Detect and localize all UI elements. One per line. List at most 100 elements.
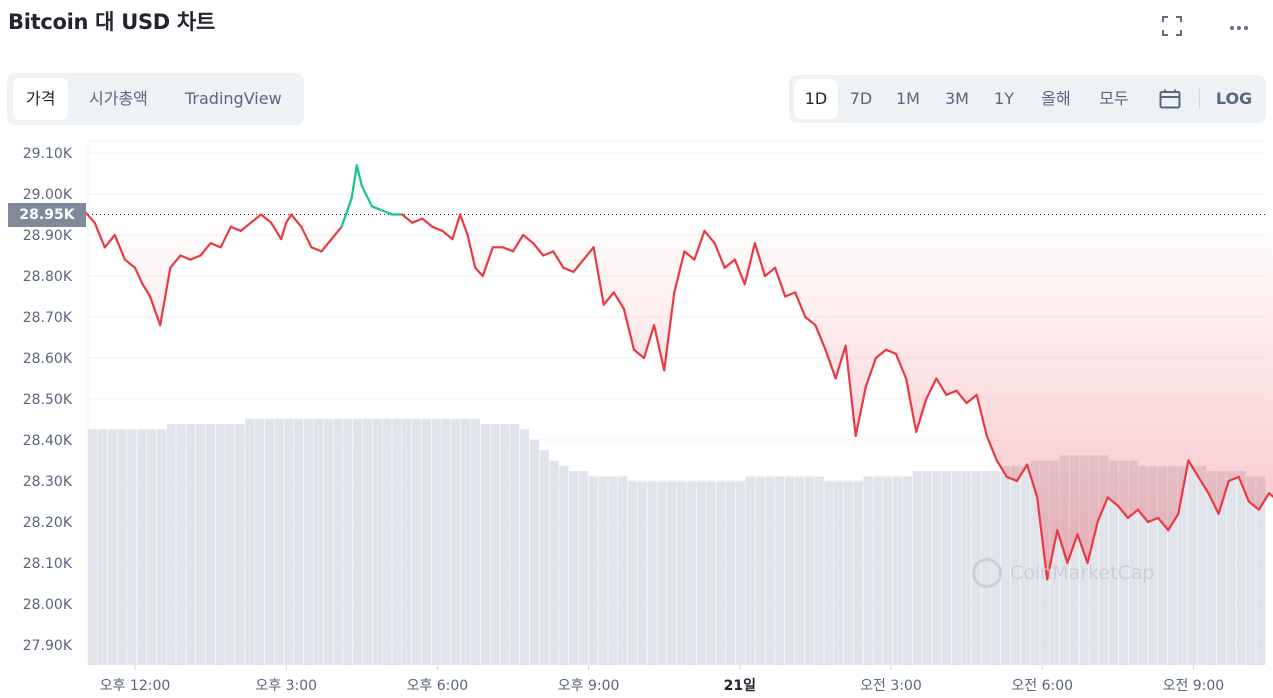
- volume-bar: [323, 418, 333, 665]
- price-segment: [673, 250, 686, 294]
- price-segment: [401, 213, 414, 224]
- x-tick-label: 오후 9:00: [558, 678, 620, 694]
- price-segment: [854, 385, 867, 437]
- volume-bar: [431, 418, 441, 665]
- price-segment: [380, 209, 394, 216]
- price-segment: [642, 324, 656, 360]
- price-segment: [169, 254, 182, 269]
- view-tabs: 가격 시가총액 TradingView: [7, 73, 304, 125]
- calendar-icon[interactable]: [1159, 89, 1181, 109]
- price-segment: [219, 225, 232, 249]
- price-segment: [1217, 479, 1230, 515]
- volume-bar: [304, 418, 314, 665]
- x-tick-label: 오후 12:00: [100, 678, 171, 694]
- price-segment: [481, 246, 494, 278]
- y-tick-label: 29.00K: [23, 187, 73, 203]
- volume-bar: [196, 424, 206, 665]
- volume-bar: [794, 476, 805, 665]
- volume-bar: [716, 481, 726, 665]
- price-segment: [179, 254, 192, 261]
- volume-bar: [274, 418, 284, 665]
- volume-bar: [1030, 460, 1040, 665]
- price-segment: [1066, 533, 1079, 565]
- volume-bar: [1148, 465, 1158, 665]
- price-segment: [300, 225, 313, 249]
- log-scale-toggle[interactable]: LOG: [1215, 89, 1253, 108]
- volume-bar: [667, 481, 677, 665]
- price-segment: [844, 344, 857, 437]
- volume-bar: [500, 424, 510, 665]
- range-7d-button[interactable]: 7D: [849, 89, 873, 108]
- range-ytd-button[interactable]: 올해: [1041, 89, 1071, 108]
- volume-bar: [382, 418, 392, 665]
- volume-bar: [480, 424, 490, 665]
- price-segment: [199, 242, 212, 257]
- price-segment: [925, 377, 938, 401]
- x-axis: 오후 12:00 오후 3:00 오후 6:00 오후 9:00 21일 오전 3:00 오…: [100, 665, 1224, 694]
- tab-price[interactable]: 가격: [13, 78, 69, 120]
- page-title: Bitcoin 대 USD 차트: [8, 10, 215, 34]
- tab-market-cap[interactable]: 시가총액: [89, 89, 148, 108]
- price-segment: [824, 348, 837, 380]
- more-icon[interactable]: [1227, 14, 1251, 43]
- range-all-button[interactable]: 모두: [1099, 89, 1129, 108]
- volume-bar: [1236, 471, 1246, 665]
- volume-bar: [1216, 471, 1227, 665]
- price-segment: [602, 291, 615, 306]
- price-segment: [511, 233, 525, 253]
- price-segment: [1015, 463, 1029, 483]
- volume-bars: [88, 418, 1266, 665]
- price-segment: [945, 389, 958, 396]
- watermark-text: CoinMarketCap: [1010, 562, 1155, 584]
- price-segment: [975, 393, 988, 437]
- price-segment: [431, 225, 444, 232]
- price-segment: [1167, 512, 1180, 532]
- volume-bar: [863, 476, 873, 665]
- price-segment: [459, 213, 469, 237]
- volume-bar: [1197, 465, 1207, 665]
- price-segment: [141, 283, 152, 298]
- volume-bar: [1108, 460, 1119, 665]
- volume-bar: [461, 418, 471, 665]
- y-tick-label: 28.30K: [23, 474, 73, 490]
- range-1y-button[interactable]: 1Y: [994, 89, 1014, 108]
- price-segment: [713, 242, 726, 269]
- volume-bar: [824, 481, 834, 665]
- volume-bar: [883, 476, 893, 665]
- price-segment: [904, 377, 918, 433]
- volume-bar: [1050, 460, 1060, 665]
- price-segment: [884, 348, 898, 355]
- volume-bar: [313, 418, 324, 665]
- volume-bar: [411, 418, 422, 665]
- volume-bar: [706, 481, 716, 665]
- price-segment: [310, 246, 323, 253]
- volume-bar: [205, 424, 216, 665]
- range-1d-button[interactable]: 1D: [794, 79, 838, 119]
- fullscreen-icon[interactable]: [1160, 14, 1184, 43]
- volume-bar: [893, 476, 903, 665]
- volume-bar: [1128, 460, 1138, 665]
- volume-bar: [726, 481, 736, 665]
- x-tick-label: 21일: [724, 678, 756, 694]
- volume-bar: [529, 439, 540, 665]
- price-segment: [542, 250, 555, 257]
- volume-bar: [88, 429, 98, 665]
- volume-bar: [1099, 455, 1109, 665]
- volume-bar: [932, 471, 942, 665]
- volume-bar: [490, 424, 500, 665]
- price-segment: [113, 233, 127, 261]
- y-tick-label: 28.10K: [23, 556, 73, 572]
- volume-bar: [1138, 465, 1148, 665]
- range-3m-button[interactable]: 3M: [945, 89, 969, 108]
- volume-bar: [637, 481, 647, 665]
- price-segment: [733, 258, 746, 286]
- price-segment: [103, 233, 116, 249]
- y-tick-label: 28.90K: [23, 228, 73, 244]
- price-segment: [350, 164, 358, 200]
- range-1m-button[interactable]: 1M: [896, 89, 920, 108]
- price-segment: [149, 295, 162, 327]
- tab-tradingview[interactable]: TradingView: [185, 89, 282, 108]
- price-segment: [451, 213, 462, 241]
- price-segment: [784, 291, 797, 298]
